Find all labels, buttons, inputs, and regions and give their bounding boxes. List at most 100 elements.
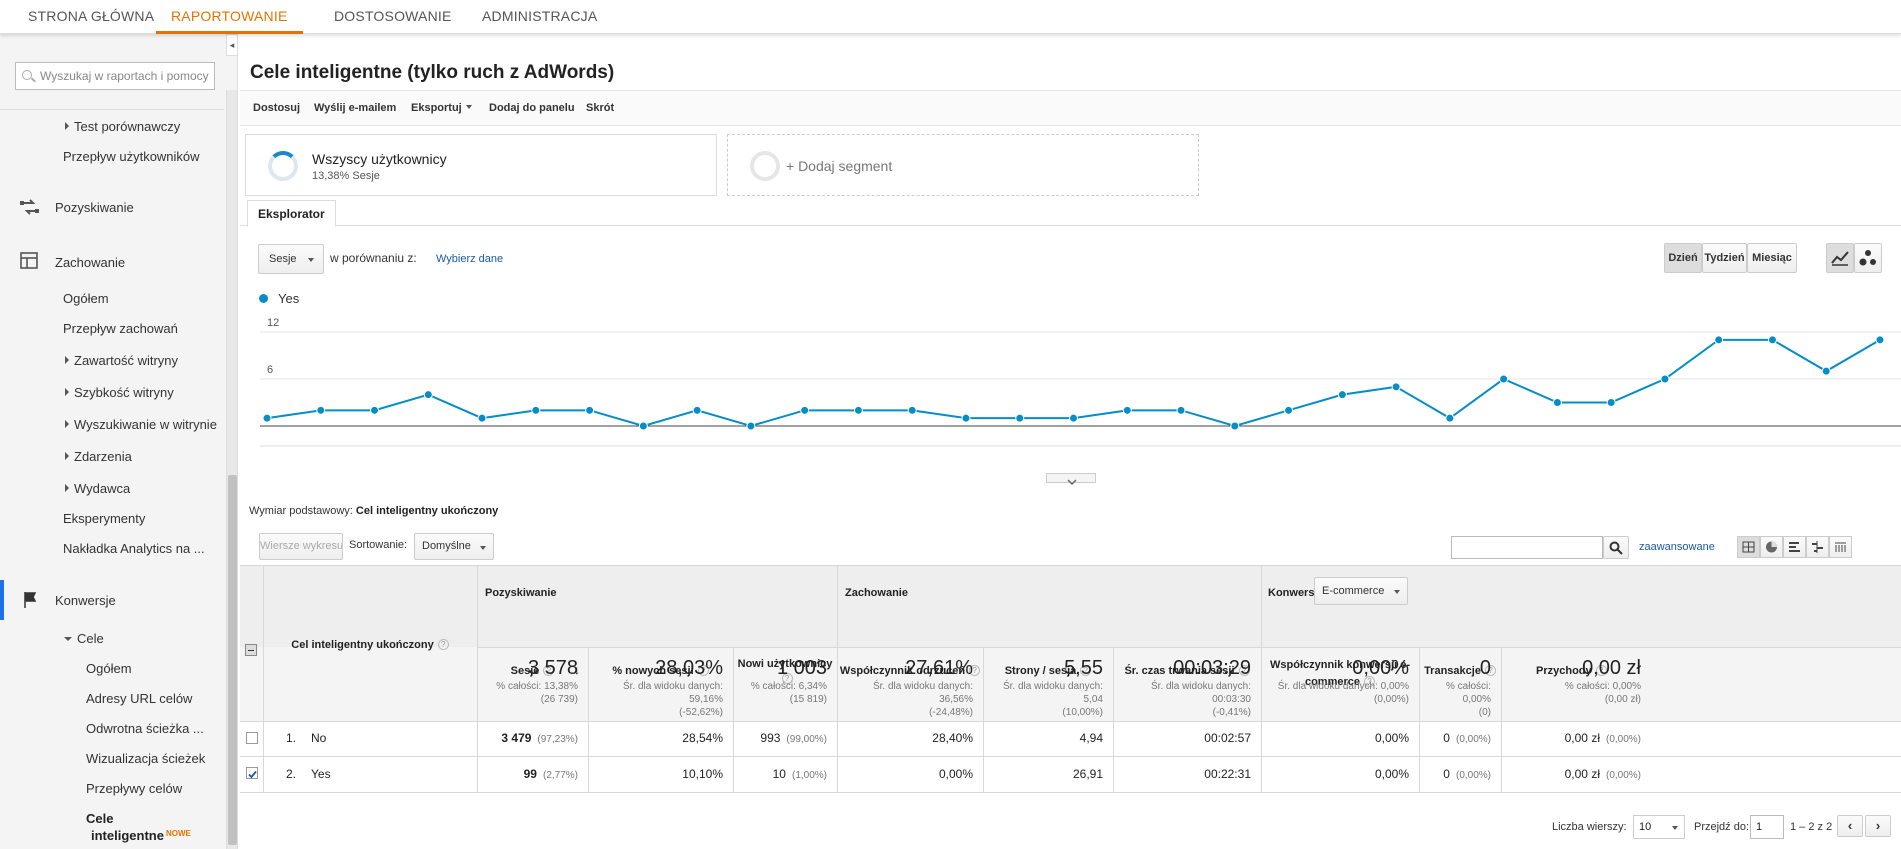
sidebar-item-odwrotna-sciezka[interactable]: Odwrotna ścieżka ... bbox=[86, 721, 204, 736]
table-filter-input[interactable] bbox=[1451, 536, 1603, 559]
column-header-odrzucenia[interactable]: Współczynnik odrzuceń? bbox=[837, 665, 983, 677]
tab-raportowanie[interactable]: RAPORTOWANIE bbox=[156, 0, 303, 34]
behavior-icon bbox=[20, 252, 42, 272]
email-button[interactable]: Wyślij e-mailem bbox=[314, 102, 397, 114]
week-button[interactable]: Tydzień bbox=[1702, 243, 1747, 273]
page-range: 1 – 2 z 2 bbox=[1790, 821, 1833, 833]
page-title: Cele inteligentne (tylko ruch z AdWords) bbox=[250, 62, 615, 83]
y-tick-label: 6 bbox=[267, 364, 273, 376]
sidebar: ◂ Wyszukaj w raportach i pomocy Test por… bbox=[0, 34, 238, 849]
data-point bbox=[1337, 390, 1347, 400]
data-point bbox=[1660, 374, 1670, 384]
shortcut-button[interactable]: Skrót bbox=[586, 102, 615, 114]
table-search-button[interactable] bbox=[1603, 536, 1629, 559]
sidebar-item-nakladka[interactable]: Nakładka Analytics na ... bbox=[63, 541, 205, 556]
sidebar-item-cele[interactable]: Cele bbox=[64, 631, 104, 646]
line-chart-button[interactable] bbox=[1826, 243, 1854, 273]
sidebar-item-przeplywy-celow[interactable]: Przepływy celów bbox=[86, 781, 183, 796]
prev-page-button[interactable]: ‹ bbox=[1837, 815, 1863, 837]
sidebar-item-test-porownawczy[interactable]: Test porównawczy bbox=[65, 119, 180, 134]
collapse-sidebar-button[interactable]: ◂ bbox=[226, 34, 237, 56]
total-cell: 0,00% Śr. dla widoku danych: 0,00% (0,00%) bbox=[1277, 657, 1409, 705]
column-header-transakcje[interactable]: Transakcje? bbox=[1419, 665, 1501, 677]
customize-button[interactable]: Dostosuj bbox=[253, 102, 301, 114]
sidebar-item-przeplyw-uzytkownikow[interactable]: Przepływ użytkowników bbox=[63, 149, 200, 164]
sort-select[interactable]: Domyślne bbox=[414, 533, 494, 560]
metric-select[interactable]: Sesje bbox=[258, 244, 324, 274]
motion-chart-button[interactable] bbox=[1854, 243, 1882, 273]
advanced-filter-link[interactable]: zaawansowane bbox=[1639, 541, 1715, 553]
conversion-type-select[interactable]: E-commerce bbox=[1314, 577, 1408, 605]
column-header-sesje[interactable]: Sesje? ↓ bbox=[510, 663, 580, 677]
month-button[interactable]: Miesiąc bbox=[1747, 243, 1797, 273]
sidebar-item-wyszukiwanie[interactable]: Wyszukiwanie w witrynie bbox=[65, 417, 217, 432]
column-header-dimension[interactable]: Cel inteligentny ukończony? bbox=[270, 639, 470, 651]
row-checkbox[interactable] bbox=[246, 767, 258, 779]
rows-per-page-select[interactable]: 10 bbox=[1633, 815, 1685, 839]
export-button[interactable]: Eksportuj bbox=[411, 102, 472, 114]
next-page-button[interactable]: › bbox=[1865, 815, 1891, 837]
table-view-button[interactable] bbox=[1737, 536, 1760, 558]
sidebar-item-pozyskiwanie[interactable]: Pozyskiwanie bbox=[55, 200, 134, 215]
data-point bbox=[1606, 398, 1616, 407]
data-point bbox=[1499, 374, 1509, 384]
choose-metric-link[interactable]: Wybierz dane bbox=[436, 253, 504, 265]
chart-resize-handle[interactable] bbox=[1046, 473, 1096, 486]
column-header-nowe-sesje[interactable]: % nowych sesji? bbox=[588, 665, 733, 677]
tab-administracja[interactable]: ADMINISTRACJA bbox=[482, 8, 598, 24]
sidebar-item-wydawca[interactable]: Wydawca bbox=[65, 481, 130, 496]
day-button[interactable]: Dzień bbox=[1664, 243, 1702, 273]
data-point bbox=[746, 421, 756, 431]
tab-eksplorator[interactable]: Eksplorator bbox=[247, 200, 336, 227]
chevron-down-icon bbox=[1067, 479, 1077, 486]
sidebar-item-szybkosc-witryny[interactable]: Szybkość witryny bbox=[65, 385, 174, 400]
data-point bbox=[638, 421, 648, 431]
pie-view-button[interactable] bbox=[1760, 536, 1783, 558]
legend-label: Yes bbox=[278, 291, 300, 306]
column-header-nowi-uzytkownicy[interactable]: Nowi użytkownicy? bbox=[737, 658, 833, 684]
chevron-down-icon bbox=[465, 105, 472, 109]
compare-label: w porównaniu z: bbox=[330, 251, 417, 265]
sidebar-item-zdarzenia[interactable]: Zdarzenia bbox=[65, 449, 132, 464]
sidebar-item-zawartosc-witryny[interactable]: Zawartość witryny bbox=[65, 353, 178, 368]
column-header-konwersja[interactable]: Współczynnik konwersji e-commerce? bbox=[1270, 659, 1410, 688]
row-dimension-link[interactable]: Yes bbox=[311, 767, 331, 781]
column-header-strony-sesja[interactable]: Strony / sesja? bbox=[983, 665, 1113, 677]
select-all-checkbox[interactable] bbox=[245, 644, 257, 656]
sidebar-item-adresy-url[interactable]: Adresy URL celów bbox=[86, 691, 193, 706]
main-content: Cele inteligentne (tylko ruch z AdWords)… bbox=[240, 34, 1901, 849]
table-row: 1. No 3 479 (97,23%) 28,54% 993 (99,00%) 28,40%… bbox=[240, 721, 1901, 756]
report-search-input[interactable]: Wyszukaj w raportach i pomocy bbox=[15, 62, 215, 90]
sidebar-item-eksperymenty[interactable]: Eksperymenty bbox=[63, 511, 146, 526]
flag-icon bbox=[22, 591, 44, 611]
comparison-view-button[interactable] bbox=[1806, 536, 1829, 558]
add-segment-button[interactable]: + Dodaj segment bbox=[727, 134, 1199, 196]
sidebar-item-konwersje[interactable]: Konwersje bbox=[55, 593, 116, 608]
column-header-przychody[interactable]: Przychody? bbox=[1501, 665, 1651, 677]
sidebar-item-ogolem[interactable]: Ogółem bbox=[63, 291, 109, 306]
data-point bbox=[316, 405, 326, 415]
data-point bbox=[585, 405, 595, 415]
segment-all-users[interactable]: Wszyscy użytkownicy 13,38% Sesje bbox=[245, 134, 717, 196]
sidebar-item-przeplyw-zachowan[interactable]: Przepływ zachowań bbox=[63, 321, 178, 336]
sidebar-item-cele-ogolem[interactable]: Ogółem bbox=[86, 661, 132, 676]
pivot-view-button[interactable] bbox=[1829, 536, 1852, 558]
tab-strona-glowna[interactable]: STRONA GŁÓWNA bbox=[28, 8, 155, 24]
data-point bbox=[1714, 335, 1724, 345]
row-dimension-link[interactable]: No bbox=[311, 731, 327, 745]
sidebar-scrollbar[interactable] bbox=[226, 90, 237, 849]
tab-dostosowanie[interactable]: DOSTOSOWANIE bbox=[334, 8, 452, 24]
sidebar-item-cele-inteligentne[interactable]: Cele inteligentne NOWE bbox=[86, 811, 191, 843]
data-point bbox=[1122, 405, 1132, 415]
bar-view-button[interactable] bbox=[1783, 536, 1806, 558]
plot-rows-button[interactable]: Wiersze wykresu bbox=[259, 533, 343, 560]
column-header-czas-sesji[interactable]: Śr. czas trwania sesji? bbox=[1113, 665, 1261, 677]
acquisition-icon bbox=[19, 197, 41, 217]
row-checkbox[interactable] bbox=[246, 732, 258, 744]
chevron-right-icon: › bbox=[1875, 818, 1881, 833]
add-to-dashboard-button[interactable]: Dodaj do panelu bbox=[489, 102, 575, 114]
goto-page-input[interactable]: 1 bbox=[1750, 815, 1784, 839]
sidebar-item-zachowanie[interactable]: Zachowanie bbox=[55, 255, 126, 270]
sidebar-item-wizualizacja[interactable]: Wizualizacja ścieżek bbox=[86, 751, 206, 766]
data-point bbox=[531, 405, 541, 415]
